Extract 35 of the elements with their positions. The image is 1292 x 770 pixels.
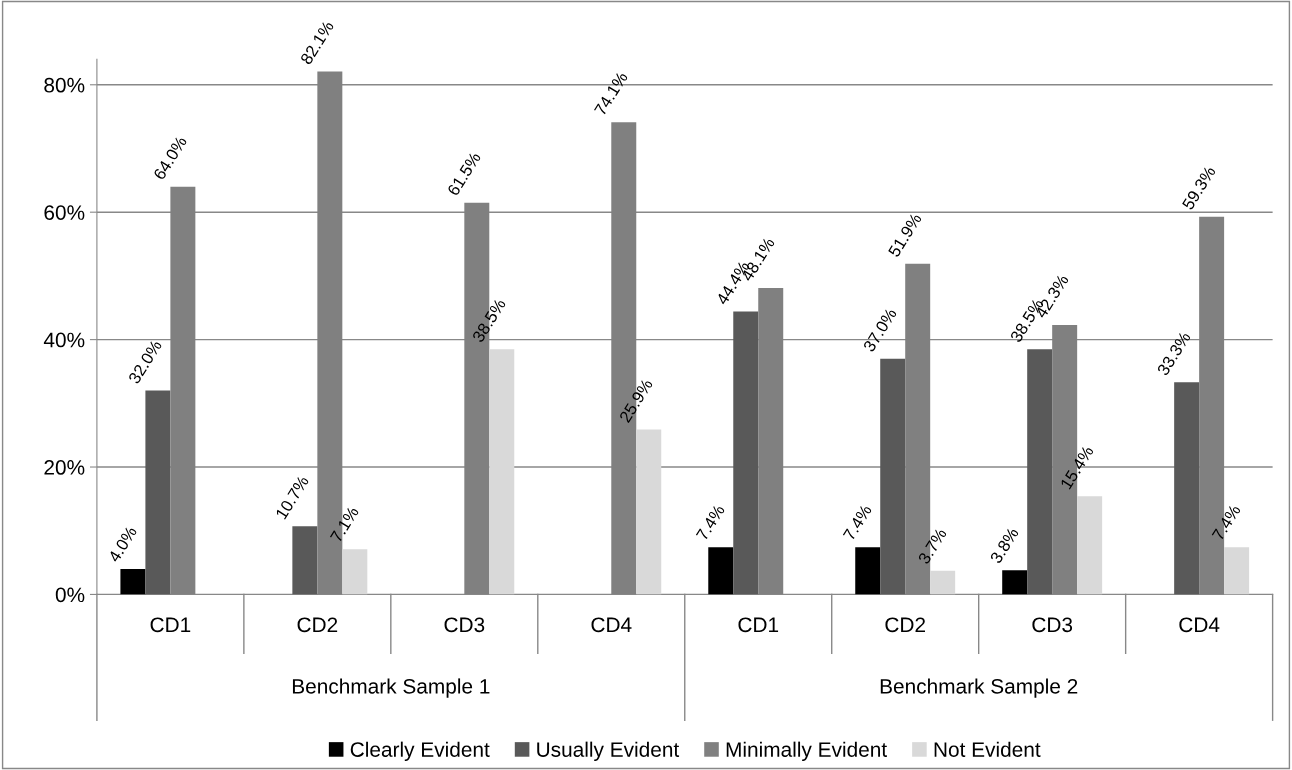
x-tick-label: CD2	[297, 617, 338, 633]
bar	[930, 570, 956, 595]
bar	[855, 547, 881, 595]
x-tick-label: CD2	[885, 617, 925, 633]
bar	[1224, 547, 1250, 595]
bar	[145, 390, 171, 595]
bar	[342, 549, 368, 595]
bar	[1174, 382, 1200, 595]
text: Benchmark Sample 2	[880, 678, 1078, 698]
bar	[1027, 349, 1053, 595]
y-tick-label: 20%	[44, 460, 85, 475]
y-tick-label: 80%	[44, 77, 85, 93]
bar	[733, 311, 759, 595]
x-tick-label: CD3	[444, 617, 485, 633]
legend-label: Usually Evident	[537, 741, 680, 762]
bar	[880, 358, 906, 595]
x-tick-label: CD1	[738, 617, 779, 633]
x-tick-label: CD4	[591, 617, 632, 633]
y-tick-label: 40%	[43, 332, 85, 348]
legend-label: Clearly Evident	[350, 741, 490, 762]
y-tick-label: 60%	[44, 205, 85, 220]
legend-label: Minimally Evident	[726, 741, 887, 762]
y-tick-label: 0%	[55, 587, 85, 603]
bar	[120, 568, 146, 595]
bar	[1002, 570, 1028, 595]
bar	[1077, 496, 1103, 595]
legend-label: Not Evident	[934, 741, 1041, 757]
bar	[708, 547, 734, 595]
x-tick-label: CD3	[1032, 617, 1073, 633]
x-tick-label: CD1	[150, 617, 191, 633]
bar	[636, 429, 662, 595]
text: Benchmark Sample 1	[292, 678, 490, 698]
bar	[489, 349, 515, 595]
bar	[292, 526, 318, 595]
x-tick-label: CD4	[1179, 617, 1220, 633]
